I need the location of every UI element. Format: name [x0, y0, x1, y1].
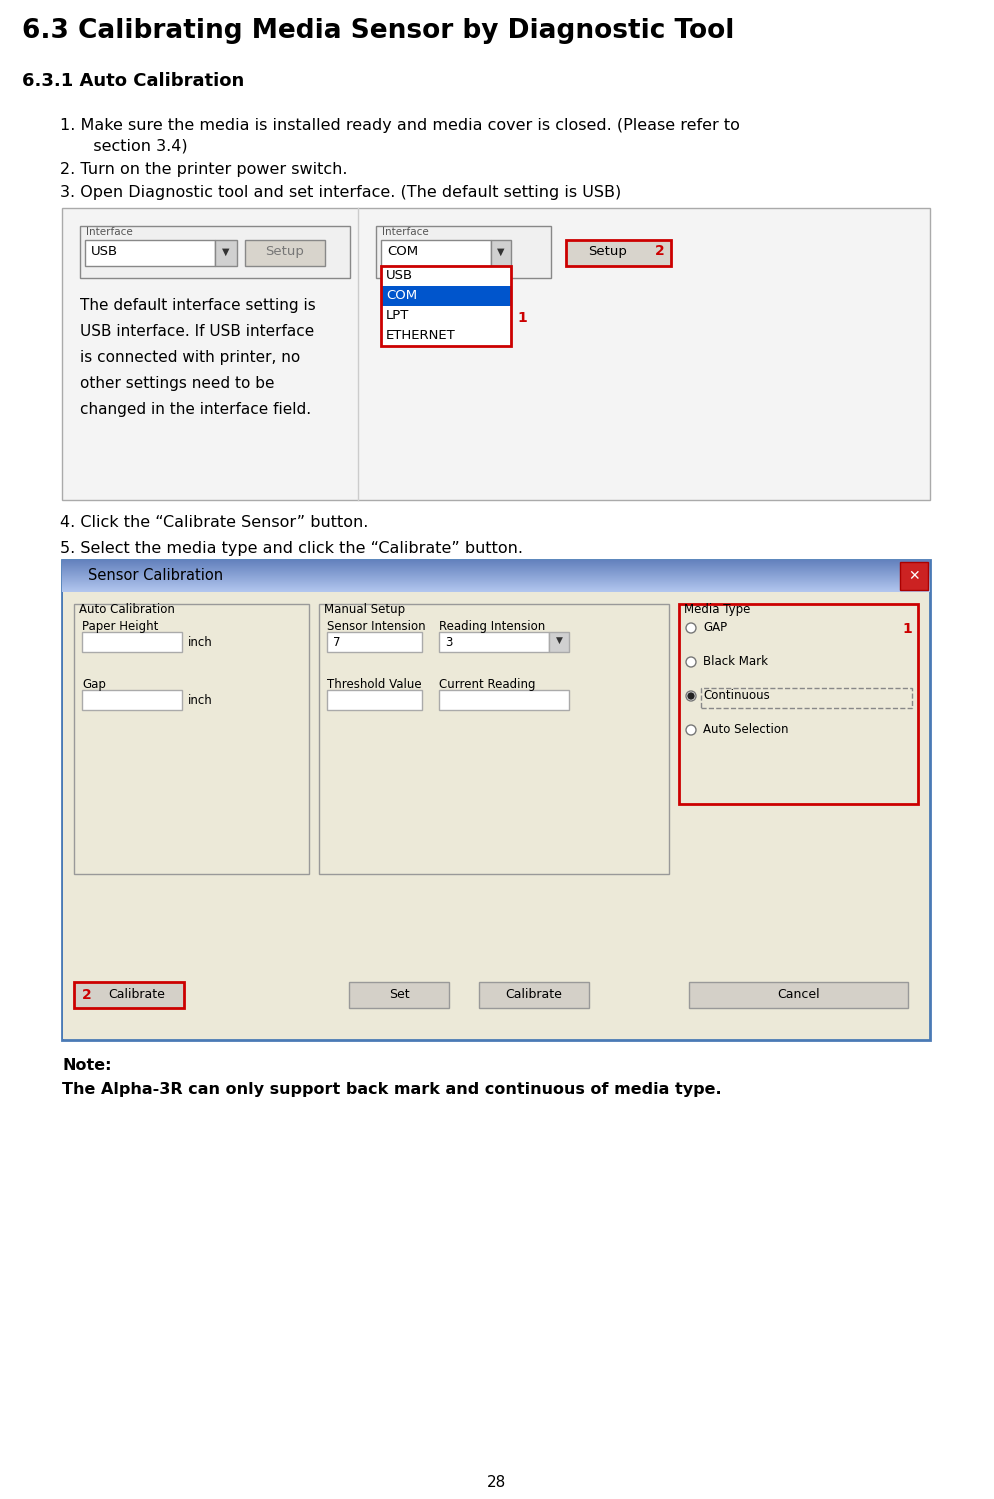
Bar	[376, 226, 551, 277]
Text: ▼: ▼	[556, 636, 563, 645]
Text: 6.3 Calibrating Media Sensor by Diagnostic Tool: 6.3 Calibrating Media Sensor by Diagnost…	[22, 18, 735, 43]
Bar	[74, 982, 184, 1007]
Text: ✕: ✕	[909, 570, 919, 583]
Bar	[381, 240, 491, 265]
Text: Continuous: Continuous	[703, 690, 769, 702]
Text: Set: Set	[389, 988, 410, 1001]
Bar	[689, 982, 908, 1007]
Text: USB: USB	[386, 268, 414, 282]
Text: 3: 3	[445, 636, 452, 649]
Text: 3. Open Diagnostic tool and set interface. (The default setting is USB): 3. Open Diagnostic tool and set interfac…	[60, 184, 621, 199]
Text: 28: 28	[487, 1475, 507, 1490]
Text: Interface: Interface	[382, 226, 428, 237]
Text: Sensor Calibration: Sensor Calibration	[88, 568, 223, 583]
Bar	[491, 240, 511, 265]
Text: ▼: ▼	[497, 247, 505, 256]
Bar	[63, 592, 929, 1039]
Text: GAP: GAP	[703, 621, 728, 634]
Text: ETHERNET: ETHERNET	[386, 328, 456, 342]
Text: Interface: Interface	[86, 226, 133, 237]
Text: Paper Height: Paper Height	[82, 621, 158, 633]
Bar	[349, 982, 449, 1007]
Circle shape	[686, 726, 696, 735]
Text: 1: 1	[903, 622, 912, 636]
Bar	[381, 325, 511, 346]
Bar	[900, 562, 928, 591]
Circle shape	[686, 657, 696, 667]
Text: 2: 2	[82, 988, 91, 1001]
Text: 4. Click the “Calibrate Sensor” button.: 4. Click the “Calibrate Sensor” button.	[60, 516, 369, 531]
Bar	[381, 286, 511, 306]
Text: ▼: ▼	[223, 247, 230, 256]
Bar	[439, 633, 549, 652]
Bar	[549, 633, 569, 652]
Text: COM: COM	[387, 244, 418, 258]
Bar	[566, 240, 671, 265]
Text: 5. Select the media type and click the “Calibrate” button.: 5. Select the media type and click the “…	[60, 541, 523, 556]
Text: 7: 7	[333, 636, 341, 649]
Text: Manual Setup: Manual Setup	[324, 603, 406, 616]
Text: The Alpha-3R can only support back mark and continuous of media type.: The Alpha-3R can only support back mark …	[62, 1082, 722, 1097]
Text: Calibrate: Calibrate	[108, 988, 165, 1001]
Text: inch: inch	[188, 694, 213, 708]
Text: other settings need to be: other settings need to be	[80, 376, 274, 391]
Bar	[381, 306, 511, 325]
Bar	[327, 690, 422, 711]
Text: 6.3.1 Auto Calibration: 6.3.1 Auto Calibration	[22, 72, 245, 90]
Text: is connected with printer, no: is connected with printer, no	[80, 349, 300, 364]
Bar	[319, 604, 669, 874]
Text: 2: 2	[655, 244, 665, 258]
Text: USB interface. If USB interface: USB interface. If USB interface	[80, 324, 314, 339]
Circle shape	[686, 691, 696, 702]
Text: LPT: LPT	[386, 309, 410, 322]
Text: inch: inch	[188, 636, 213, 649]
Bar	[439, 690, 569, 711]
Text: Auto Calibration: Auto Calibration	[79, 603, 175, 616]
Bar	[679, 604, 918, 803]
Text: 2. Turn on the printer power switch.: 2. Turn on the printer power switch.	[60, 162, 348, 177]
Bar	[82, 690, 182, 711]
Bar	[62, 561, 930, 592]
Text: Cancel: Cancel	[777, 988, 820, 1001]
Text: Sensor Intension: Sensor Intension	[327, 621, 425, 633]
Text: The default interface setting is: The default interface setting is	[80, 298, 316, 313]
Text: Reading Intension: Reading Intension	[439, 621, 546, 633]
Text: Calibrate: Calibrate	[506, 988, 563, 1001]
Bar	[381, 265, 511, 286]
Circle shape	[688, 693, 694, 699]
Text: Black Mark: Black Mark	[703, 655, 768, 669]
Bar	[80, 226, 350, 277]
Text: USB: USB	[91, 244, 118, 258]
Bar	[701, 688, 912, 708]
Bar	[74, 604, 309, 874]
Bar	[82, 633, 182, 652]
Text: Note:: Note:	[62, 1058, 111, 1073]
Text: Setup: Setup	[588, 244, 627, 258]
Bar	[245, 240, 325, 265]
Bar	[85, 240, 215, 265]
Text: section 3.4): section 3.4)	[78, 138, 188, 153]
Text: Setup: Setup	[265, 244, 304, 258]
Bar	[327, 633, 422, 652]
Bar	[62, 561, 930, 1040]
Bar	[215, 240, 237, 265]
Text: Current Reading: Current Reading	[439, 678, 536, 691]
Text: 1. Make sure the media is installed ready and media cover is closed. (Please ref: 1. Make sure the media is installed read…	[60, 118, 740, 133]
Text: Auto Selection: Auto Selection	[703, 723, 788, 736]
Text: Threshold Value: Threshold Value	[327, 678, 421, 691]
Bar	[479, 982, 589, 1007]
Bar	[62, 208, 930, 501]
Text: Media Type: Media Type	[684, 603, 750, 616]
Circle shape	[686, 624, 696, 633]
Text: 1: 1	[517, 310, 527, 325]
Text: Gap: Gap	[82, 678, 106, 691]
Bar	[381, 265, 511, 346]
Text: changed in the interface field.: changed in the interface field.	[80, 402, 311, 417]
Text: COM: COM	[386, 289, 417, 301]
